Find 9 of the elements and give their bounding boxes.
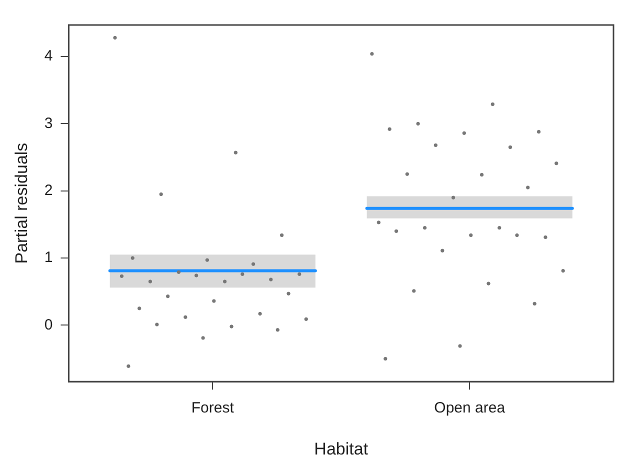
y-tick-label: 1 (44, 249, 53, 266)
y-tick-label: 4 (44, 48, 53, 65)
x-tick-label: Forest (191, 400, 235, 417)
y-axis-title: Partial residuals (12, 142, 31, 264)
x-tick-label: Open area (434, 400, 506, 417)
y-tick-label: 0 (44, 316, 53, 334)
x-axis-title: Habitat (314, 439, 368, 458)
y-tick-label: 2 (44, 182, 53, 200)
y-tick-label: 3 (44, 114, 53, 132)
